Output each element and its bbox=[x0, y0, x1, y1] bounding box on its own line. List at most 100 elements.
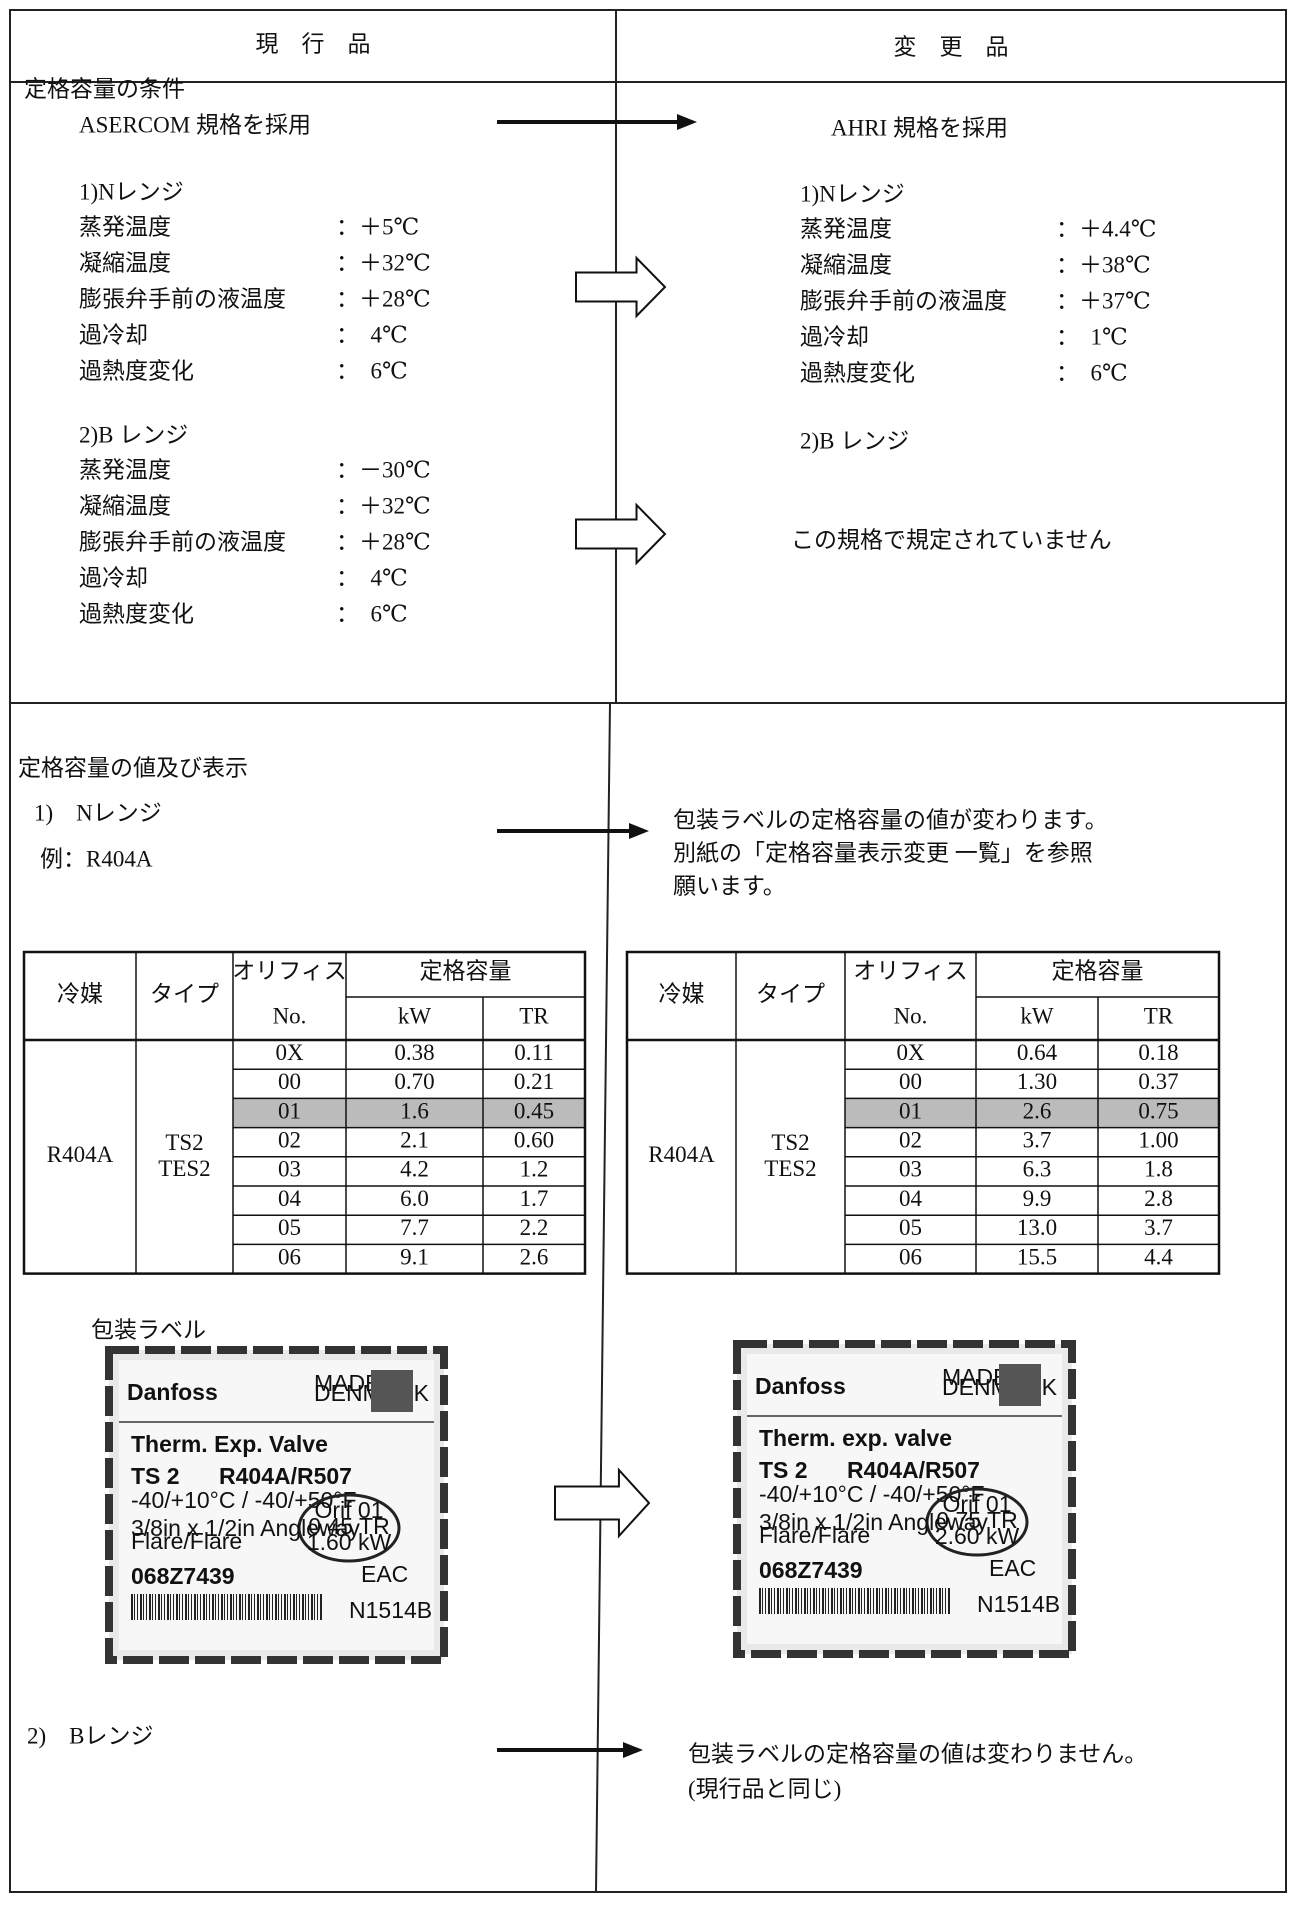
barcode-bar bbox=[215, 1594, 216, 1620]
header-current: 現 行 品 bbox=[256, 31, 371, 56]
condition-name: 過冷却 bbox=[79, 322, 148, 347]
barcode-bar bbox=[143, 1594, 144, 1620]
barcode-bar bbox=[780, 1588, 781, 1614]
barcode-bar bbox=[320, 1594, 322, 1620]
barcode-bar bbox=[299, 1594, 300, 1620]
barcode-bar bbox=[248, 1594, 250, 1620]
connection: 3/8in x 1/2in Angleway bbox=[131, 1515, 360, 1541]
highlight-row bbox=[233, 1098, 585, 1128]
table-cell: 00 bbox=[899, 1069, 922, 1094]
table-header: 定格容量 bbox=[1052, 958, 1144, 983]
condition-name: 凝縮温度 bbox=[800, 252, 892, 277]
range-name: 2) Bレンジ bbox=[27, 1723, 154, 1748]
barcode-bar bbox=[933, 1588, 934, 1614]
table-header: TR bbox=[519, 1003, 549, 1028]
table-cell: 4.4 bbox=[1144, 1244, 1173, 1269]
barcode-bar bbox=[221, 1594, 223, 1620]
valve-type: TES2 bbox=[764, 1156, 816, 1181]
arrow-head bbox=[623, 1742, 643, 1758]
qr-code bbox=[999, 1364, 1041, 1406]
barcode-bar bbox=[891, 1588, 892, 1614]
capacity: 0.45 TR bbox=[308, 1513, 389, 1539]
table-cell: 0.45 bbox=[514, 1098, 554, 1123]
table-cell: 2.8 bbox=[1144, 1186, 1173, 1211]
condition-name: 過冷却 bbox=[79, 565, 148, 590]
arrow-head bbox=[629, 823, 649, 839]
barcode-bar bbox=[906, 1588, 907, 1614]
barcode-bar bbox=[281, 1594, 282, 1620]
barcode-bar bbox=[786, 1588, 788, 1614]
table-cell: 6.0 bbox=[400, 1186, 429, 1211]
barcode-bar bbox=[831, 1588, 833, 1614]
valve-type: TS2 bbox=[165, 1130, 203, 1155]
barcode-bar bbox=[903, 1588, 905, 1614]
batch: N1514B bbox=[977, 1591, 1060, 1617]
barcode-bar bbox=[828, 1588, 829, 1614]
table-cell: 4.2 bbox=[400, 1157, 429, 1182]
table-cell: 1.6 bbox=[400, 1098, 429, 1123]
label-caption: 包装ラベル bbox=[91, 1317, 206, 1342]
barcode-bar bbox=[843, 1588, 844, 1614]
model: TS 2 bbox=[759, 1457, 808, 1483]
barcode-bar bbox=[900, 1588, 901, 1614]
barcode-bar bbox=[269, 1594, 270, 1620]
table-header: No. bbox=[894, 1003, 928, 1028]
condition-name: 膨張弁手前の液温度 bbox=[800, 288, 1007, 313]
change-note: 別紙の「定格容量表示変更 一覧」を参照 bbox=[673, 840, 1093, 865]
condition-name: 凝縮温度 bbox=[79, 493, 171, 518]
product: Therm. exp. valve bbox=[759, 1425, 952, 1451]
barcode-bar bbox=[921, 1588, 923, 1614]
condition-value: ：＋38℃ bbox=[1056, 252, 1151, 277]
barcode-bar bbox=[765, 1588, 766, 1614]
highlight-circle bbox=[925, 1487, 1029, 1557]
barcode-bar bbox=[930, 1588, 932, 1614]
table-cell: 0X bbox=[275, 1040, 304, 1065]
barcode-bar bbox=[861, 1588, 862, 1614]
barcode-bar bbox=[311, 1594, 313, 1620]
refrigerant: R404A bbox=[648, 1142, 715, 1167]
condition-name: 過熱度変化 bbox=[79, 358, 194, 383]
condition-value: ： 6℃ bbox=[336, 601, 408, 626]
barcode-bar bbox=[137, 1594, 138, 1620]
barcode-bar bbox=[810, 1588, 811, 1614]
barcode-bar bbox=[945, 1588, 946, 1614]
change-note: (現行品と同じ) bbox=[688, 1776, 841, 1801]
barcode-bar bbox=[852, 1588, 853, 1614]
barcode-bar bbox=[825, 1588, 826, 1614]
hollow-arrow bbox=[575, 255, 667, 319]
barcode-bar bbox=[846, 1588, 847, 1614]
barcode-bar bbox=[798, 1588, 799, 1614]
table-cell: 04 bbox=[278, 1186, 302, 1211]
table-cell: 0.70 bbox=[394, 1069, 434, 1094]
barcode-bar bbox=[134, 1594, 135, 1620]
hollow-arrow bbox=[554, 1467, 651, 1539]
barcode-bar bbox=[870, 1588, 871, 1614]
condition-value: ： 6℃ bbox=[1056, 360, 1128, 385]
barcode-bar bbox=[936, 1588, 937, 1614]
barcode-bar bbox=[804, 1588, 806, 1614]
condition-name: 蒸発温度 bbox=[800, 216, 892, 241]
barcode-bar bbox=[131, 1594, 133, 1620]
highlight-circle bbox=[297, 1493, 401, 1563]
capacity: 2.60 kW bbox=[935, 1523, 1020, 1549]
table-cell: 1.30 bbox=[1017, 1069, 1057, 1094]
note: この規格で規定されていません bbox=[791, 527, 1112, 552]
valve-type: TES2 bbox=[158, 1156, 210, 1181]
code: 068Z7439 bbox=[759, 1557, 863, 1583]
barcode-bar bbox=[816, 1588, 817, 1614]
barcode-bar bbox=[801, 1588, 802, 1614]
condition-value: ：＋4.4℃ bbox=[1056, 216, 1156, 241]
condition-name: 膨張弁手前の液温度 bbox=[79, 529, 286, 554]
condition-name: 過冷却 bbox=[800, 324, 869, 349]
barcode-bar bbox=[149, 1594, 151, 1620]
connection: 3/8in x 1/2in Angleway bbox=[759, 1509, 988, 1535]
label-refrigerant: R404A/R507 bbox=[219, 1463, 352, 1489]
barcode-bar bbox=[918, 1588, 919, 1614]
table-cell: 05 bbox=[899, 1215, 922, 1240]
condition-value: ：＋32℃ bbox=[336, 250, 431, 275]
section-title: 定格容量の条件 bbox=[24, 76, 185, 101]
barcode-bar bbox=[939, 1588, 941, 1614]
refrigerant: R404A bbox=[47, 1142, 114, 1167]
condition-value: ：＋28℃ bbox=[336, 529, 431, 554]
table-cell: 7.7 bbox=[400, 1215, 429, 1240]
